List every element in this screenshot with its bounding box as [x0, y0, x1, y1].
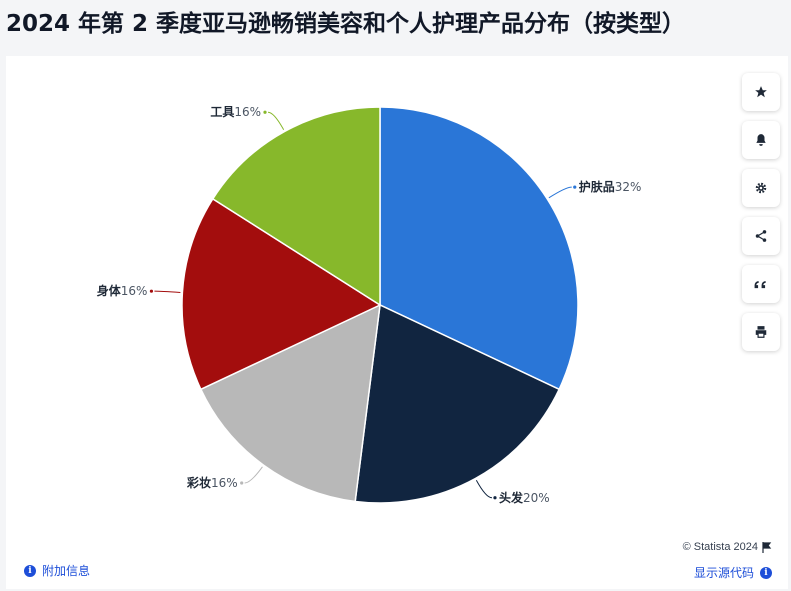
bell-icon: [756, 134, 766, 146]
gear-icon: [755, 182, 767, 194]
chart-card: 护肤品32% 头发20% 彩妆16% 身体16% 工具16% © Statista 20…: [6, 56, 788, 589]
label-marker: [240, 481, 244, 485]
credit-text: © Statista 2024: [682, 541, 758, 553]
data-label-name: 彩妆: [186, 475, 211, 490]
leader-line: [154, 290, 181, 293]
notification-button[interactable]: [742, 121, 780, 159]
leader-line: [475, 480, 493, 499]
data-label-name: 工具: [210, 105, 234, 119]
settings-button[interactable]: [742, 169, 780, 207]
data-label-value: 20%: [523, 491, 550, 505]
more-info-link[interactable]: i 附加信息: [24, 562, 90, 579]
pie-slice[interactable]: [379, 106, 579, 391]
show-source-label: 显示源代码: [694, 566, 755, 580]
flag-icon: [762, 541, 772, 553]
data-label-value: 16%: [121, 284, 148, 298]
show-source-link[interactable]: 显示源代码 i: [694, 564, 773, 581]
page-title: 2024 年第 2 季度亚马逊畅销美容和个人护理产品分布（按类型）: [6, 11, 686, 37]
data-label-value: 16%: [211, 476, 238, 490]
data-label: 彩妆16%: [186, 475, 238, 490]
star-icon: [755, 86, 767, 98]
statista-credit[interactable]: © Statista 2024: [683, 541, 772, 553]
label-marker: [263, 110, 267, 114]
data-label-value: 32%: [615, 180, 642, 194]
pie-chart: 护肤品32%头发20%彩妆16%身体16%工具16%: [97, 105, 642, 505]
share-icon: [755, 230, 767, 242]
quote-icon: [754, 281, 766, 289]
pie-slice[interactable]: [354, 303, 561, 504]
data-label: 工具16%: [210, 105, 261, 119]
leader-line: [244, 466, 263, 484]
info-icon: i: [24, 564, 36, 577]
pie-slice[interactable]: [211, 106, 381, 307]
data-label-value: 16%: [234, 105, 261, 119]
print-icon: [755, 326, 767, 338]
data-label: 护肤品32%: [579, 179, 642, 194]
label-marker: [573, 185, 577, 189]
pie-slice[interactable]: [199, 303, 381, 503]
label-marker: [493, 496, 497, 500]
data-label-name: 头发: [499, 490, 524, 505]
print-button[interactable]: [742, 313, 780, 351]
leader-line: [267, 111, 285, 130]
label-marker: [149, 289, 154, 293]
favorite-button[interactable]: [742, 73, 780, 111]
pie-slice[interactable]: [181, 197, 382, 391]
data-label-name: 身体: [97, 283, 122, 298]
data-label-name: 护肤品: [579, 179, 615, 194]
share-button[interactable]: [742, 217, 780, 255]
leader-line: [548, 186, 572, 199]
info-icon: i: [760, 566, 773, 579]
cite-button[interactable]: [742, 265, 780, 303]
data-label: 身体16%: [97, 283, 148, 298]
data-label: 头发20%: [499, 490, 550, 505]
more-info-label: 附加信息: [42, 564, 91, 578]
chart-toolbar: [742, 73, 780, 361]
